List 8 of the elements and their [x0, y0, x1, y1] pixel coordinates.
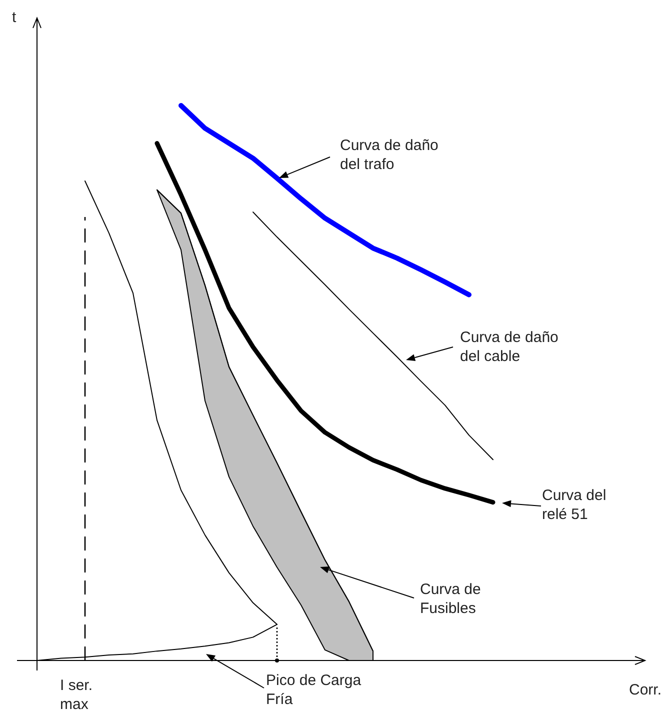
annotation: Curva de daño del cable [460, 329, 558, 365]
x-axis-title: Corr. [629, 682, 662, 698]
text: I ser. max [60, 677, 93, 713]
annotation: Curva de daño del trafo [340, 137, 438, 173]
text: t [12, 9, 17, 26]
text: Pico de Carga Fría [266, 672, 362, 708]
annotation: Curva del relé 51 [542, 487, 606, 523]
annotation: Curva de Fusibles [420, 581, 481, 617]
